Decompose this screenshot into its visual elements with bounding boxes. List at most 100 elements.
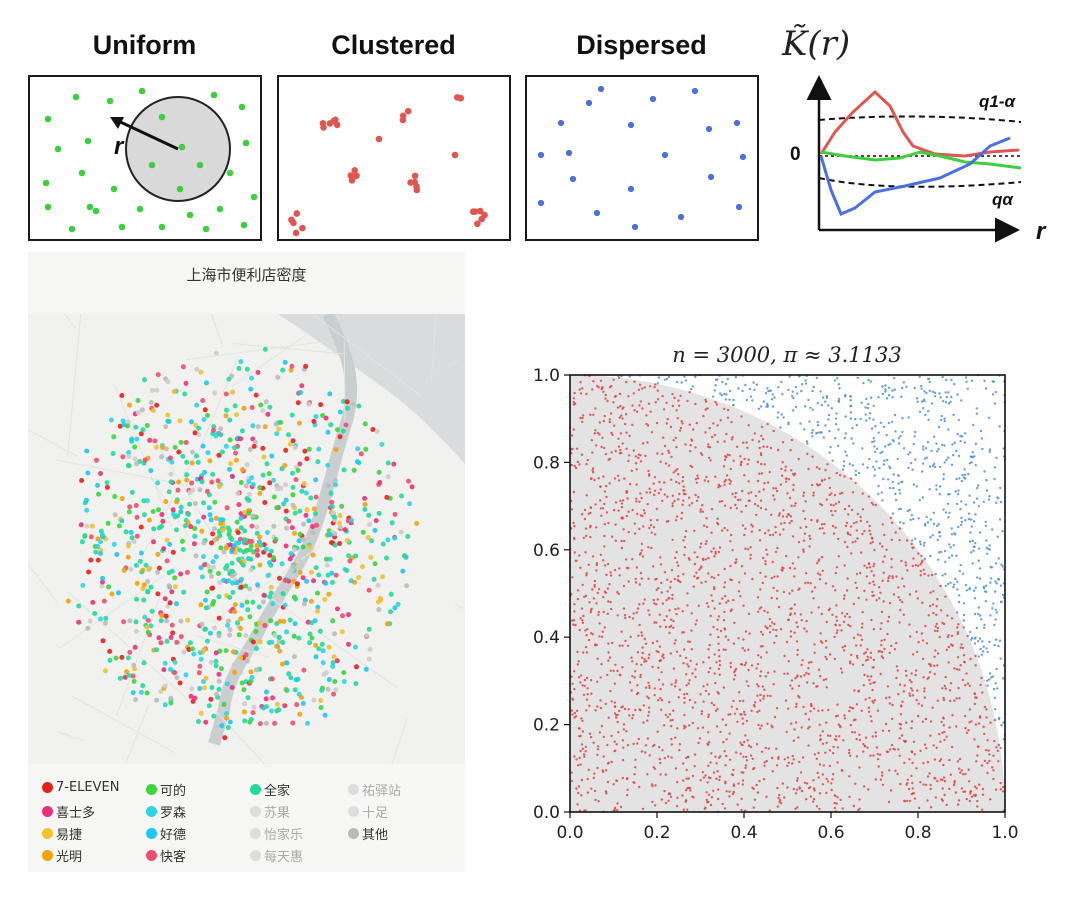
inside-point [832, 532, 836, 535]
inside-point [821, 569, 824, 572]
inside-point [714, 681, 717, 685]
inside-point [678, 688, 681, 691]
outside-point [894, 492, 897, 496]
inside-point [714, 401, 717, 404]
inside-point [786, 513, 790, 516]
inside-point [700, 710, 703, 713]
store-dot [189, 419, 194, 425]
store-dot [322, 597, 328, 602]
outside-point [932, 511, 935, 514]
inside-point [677, 575, 680, 578]
inside-point [588, 601, 591, 604]
legend-item[interactable]: 可的 [146, 780, 186, 799]
legend-item[interactable]: 罗森 [146, 802, 186, 821]
inside-point [710, 796, 714, 799]
store-dot [241, 687, 247, 693]
inside-point [857, 596, 860, 600]
store-dot [264, 689, 269, 695]
legend-item[interactable]: 每天惠 [250, 846, 303, 865]
inside-point [654, 533, 657, 536]
outside-point [999, 500, 1003, 504]
inside-point [758, 539, 762, 542]
inside-point [770, 513, 773, 516]
inside-point [663, 571, 667, 574]
store-dot [103, 620, 108, 626]
outside-point [771, 405, 775, 408]
store-dot [265, 530, 270, 535]
inside-point [905, 721, 908, 724]
legend-item[interactable]: 全家 [250, 780, 290, 799]
inside-point [969, 792, 972, 795]
legend-item[interactable]: 快客 [146, 846, 186, 865]
sea-area [278, 314, 465, 464]
legend-item[interactable]: 易捷 [42, 824, 82, 843]
inside-point [570, 675, 573, 678]
legend-item[interactable]: 十足 [348, 802, 388, 821]
outside-point [949, 581, 952, 584]
inside-point [585, 651, 589, 654]
inside-point [694, 668, 697, 671]
inside-point [620, 546, 624, 550]
inside-point [766, 611, 769, 614]
store-dot [235, 620, 240, 626]
inside-point [625, 380, 628, 384]
inside-point [571, 713, 574, 716]
inside-point [994, 788, 998, 791]
inside-point [579, 566, 582, 569]
inside-point [604, 397, 607, 400]
store-dot [105, 520, 111, 526]
legend-item[interactable]: 苏果 [250, 802, 290, 821]
shanghai-map [28, 314, 465, 764]
inside-point [855, 703, 859, 706]
inside-point [730, 438, 733, 441]
inside-point [727, 713, 730, 716]
legend-item[interactable]: 光明 [42, 846, 82, 865]
legend-item[interactable]: 喜士多 [42, 802, 95, 821]
legend-item[interactable]: 7-ELEVEN [42, 780, 119, 795]
inside-point [766, 481, 770, 484]
inside-point [638, 500, 641, 503]
store-dot [234, 519, 240, 525]
inside-point [866, 746, 869, 749]
inside-point [573, 670, 576, 673]
inside-point [825, 777, 828, 781]
outside-point [928, 380, 931, 384]
inside-point [687, 665, 690, 668]
legend-item[interactable]: 怡家乐 [250, 824, 303, 843]
inside-point [804, 712, 807, 716]
store-dot [204, 589, 210, 595]
inside-point [863, 673, 866, 677]
inside-point [819, 632, 822, 635]
legend-item[interactable]: 祐驿站 [348, 780, 401, 799]
outside-point [1000, 723, 1003, 727]
outside-point [944, 378, 948, 381]
inside-point [624, 558, 628, 561]
store-dot [269, 676, 275, 682]
inside-point [570, 434, 574, 437]
inside-point [765, 651, 768, 654]
inside-point [824, 678, 828, 681]
store-dot [323, 415, 329, 421]
legend-item[interactable]: 好德 [146, 824, 186, 843]
inside-point [775, 634, 778, 638]
inside-point [952, 783, 956, 787]
dispersed-point [557, 119, 565, 127]
inside-point [827, 708, 830, 712]
inside-point [750, 709, 753, 712]
store-dot [227, 594, 233, 600]
inside-point [704, 580, 707, 583]
outside-point [921, 400, 924, 403]
store-dot [93, 549, 99, 555]
legend-item[interactable]: 其他 [348, 824, 388, 843]
inside-point [577, 727, 581, 730]
inside-point [851, 663, 855, 666]
inside-point [818, 807, 821, 811]
inside-point [693, 529, 696, 533]
inside-point [576, 663, 580, 666]
inside-point [650, 546, 653, 550]
store-dot [216, 633, 222, 639]
inside-point [929, 591, 932, 594]
outside-point [762, 400, 765, 403]
inside-point [858, 733, 861, 736]
outside-point [956, 493, 960, 496]
